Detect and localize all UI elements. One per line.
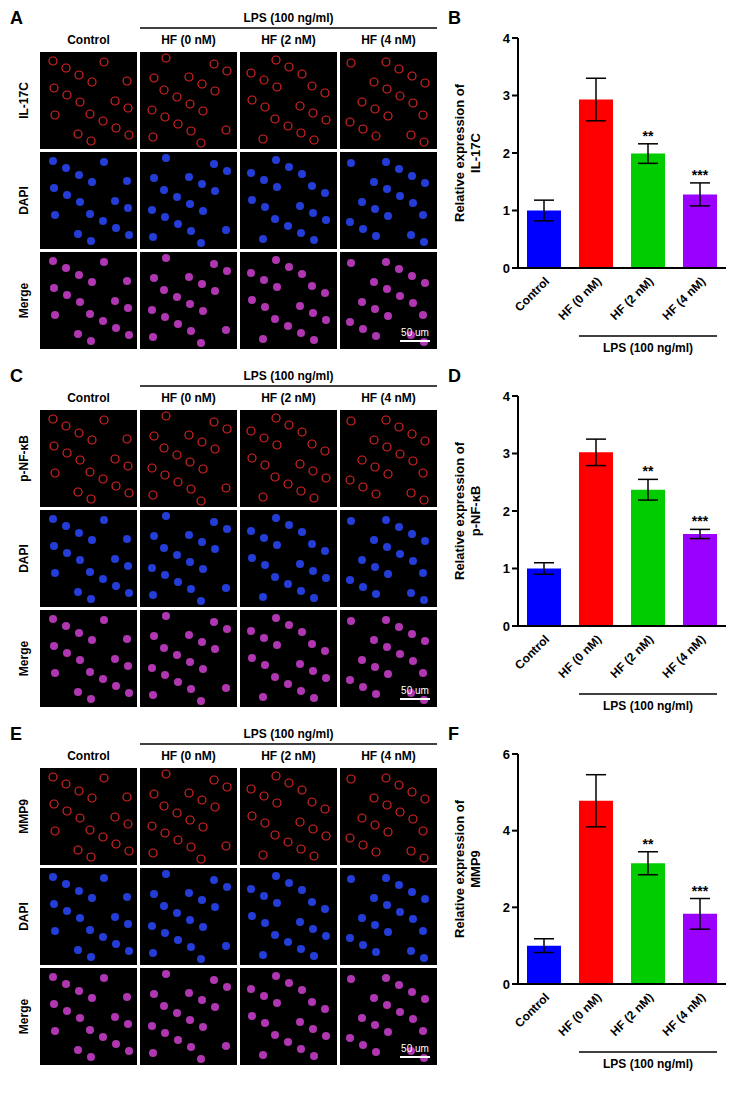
svg-text:2: 2 <box>503 504 510 519</box>
svg-text:D: D <box>448 366 461 386</box>
svg-text:Control: Control <box>67 33 110 47</box>
svg-text:HF (4 nM): HF (4 nM) <box>361 33 416 47</box>
svg-text:50 um: 50 um <box>401 1043 429 1054</box>
svg-text:0: 0 <box>503 977 510 992</box>
svg-text:Control: Control <box>67 749 110 763</box>
svg-text:**: ** <box>643 463 654 479</box>
svg-text:Merge: Merge <box>17 999 31 1035</box>
svg-text:Control: Control <box>512 990 552 1030</box>
svg-text:LPS (100 ng/ml): LPS (100 ng/ml) <box>603 699 693 713</box>
svg-text:B: B <box>448 8 461 28</box>
svg-text:LPS (100 ng/ml): LPS (100 ng/ml) <box>243 11 333 25</box>
svg-text:HF (0 nM): HF (0 nM) <box>556 274 605 323</box>
svg-text:HF (0 nM): HF (0 nM) <box>161 749 216 763</box>
svg-text:3: 3 <box>503 88 510 103</box>
svg-text:3: 3 <box>503 446 510 461</box>
svg-text:p-NF-κB: p-NF-κB <box>17 435 31 482</box>
svg-text:Merge: Merge <box>17 283 31 319</box>
svg-text:HF (4 nM): HF (4 nM) <box>660 632 709 681</box>
svg-text:HF (0 nM): HF (0 nM) <box>556 990 605 1039</box>
svg-text:HF (4 nM): HF (4 nM) <box>361 391 416 405</box>
svg-text:LPS (100 ng/ml): LPS (100 ng/ml) <box>243 727 333 741</box>
svg-text:0: 0 <box>503 261 510 276</box>
svg-text:HF (2 nM): HF (2 nM) <box>261 33 316 47</box>
svg-text:4: 4 <box>503 389 511 404</box>
svg-text:C: C <box>10 366 23 386</box>
svg-text:Merge: Merge <box>17 641 31 677</box>
svg-text:E: E <box>10 724 22 744</box>
svg-text:LPS (100 ng/ml): LPS (100 ng/ml) <box>243 369 333 383</box>
svg-text:HF (4 nM): HF (4 nM) <box>660 990 709 1039</box>
svg-text:F: F <box>448 724 459 744</box>
svg-text:4: 4 <box>503 31 511 46</box>
svg-text:HF (2 nM): HF (2 nM) <box>261 391 316 405</box>
svg-text:Control: Control <box>512 274 552 314</box>
svg-text:LPS (100 ng/ml): LPS (100 ng/ml) <box>603 341 693 355</box>
svg-text:A: A <box>10 8 23 28</box>
svg-text:Control: Control <box>512 632 552 672</box>
svg-text:Relative expression ofMMP9: Relative expression ofMMP9 <box>452 799 483 938</box>
svg-text:***: *** <box>692 513 709 529</box>
svg-text:2: 2 <box>503 900 510 915</box>
svg-text:DAPI: DAPI <box>17 186 31 215</box>
svg-text:50 um: 50 um <box>401 327 429 338</box>
svg-text:MMP9: MMP9 <box>17 799 31 834</box>
svg-text:HF (4 nM): HF (4 nM) <box>660 274 709 323</box>
svg-text:Relative expression ofIL-17C: Relative expression ofIL-17C <box>452 83 483 222</box>
svg-text:HF (2 nM): HF (2 nM) <box>608 274 657 323</box>
svg-text:HF (0 nM): HF (0 nM) <box>556 632 605 681</box>
svg-text:50 um: 50 um <box>401 685 429 696</box>
svg-text:HF (0 nM): HF (0 nM) <box>161 33 216 47</box>
svg-text:***: *** <box>692 883 709 899</box>
svg-text:**: ** <box>643 128 654 144</box>
svg-text:IL-17C: IL-17C <box>17 82 31 119</box>
svg-text:DAPI: DAPI <box>17 544 31 573</box>
svg-text:HF (2 nM): HF (2 nM) <box>608 632 657 681</box>
svg-text:1: 1 <box>503 203 510 218</box>
svg-text:4: 4 <box>503 823 511 838</box>
svg-text:HF (4 nM): HF (4 nM) <box>361 749 416 763</box>
svg-text:HF (2 nM): HF (2 nM) <box>261 749 316 763</box>
svg-text:Relative expression ofp-NF-κB: Relative expression ofp-NF-κB <box>452 441 483 580</box>
svg-text:LPS (100 ng/ml): LPS (100 ng/ml) <box>603 1057 693 1071</box>
svg-text:**: ** <box>643 836 654 852</box>
svg-text:2: 2 <box>503 146 510 161</box>
svg-text:HF (0 nM): HF (0 nM) <box>161 391 216 405</box>
svg-text:0: 0 <box>503 619 510 634</box>
svg-text:Control: Control <box>67 391 110 405</box>
svg-text:1: 1 <box>503 561 510 576</box>
svg-text:6: 6 <box>503 747 510 762</box>
svg-text:***: *** <box>692 167 709 183</box>
svg-text:HF (2 nM): HF (2 nM) <box>608 990 657 1039</box>
svg-text:DAPI: DAPI <box>17 902 31 931</box>
